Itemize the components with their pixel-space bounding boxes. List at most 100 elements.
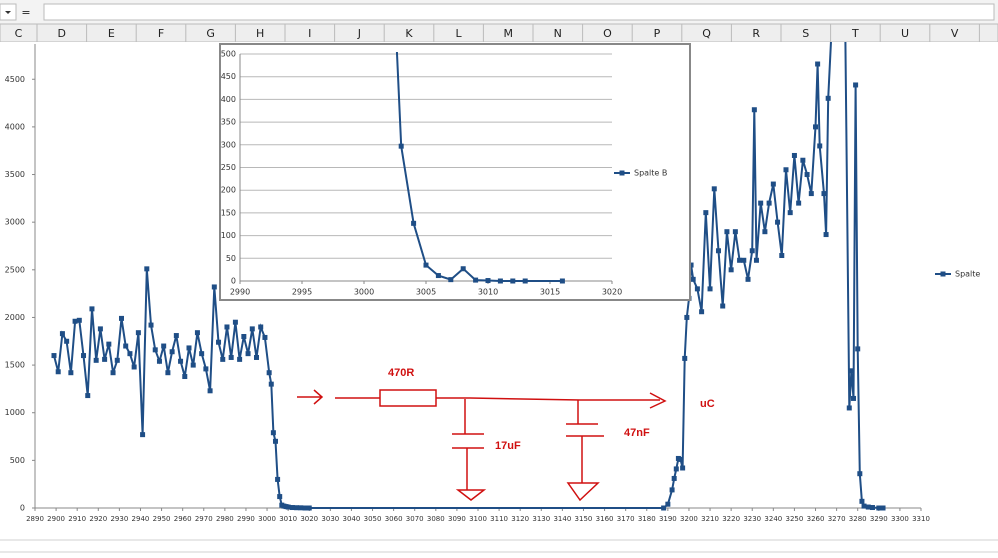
data-point: [59, 331, 65, 337]
y-tick-label: 300: [221, 140, 236, 149]
x-tick-label: 3050: [364, 515, 382, 523]
x-tick-label: 2910: [68, 515, 86, 523]
formula-input[interactable]: [43, 3, 995, 21]
data-point: [859, 498, 865, 504]
x-tick-label: 3300: [891, 515, 909, 523]
data-point: [825, 95, 831, 101]
x-tick-label: 3280: [849, 515, 867, 523]
circuit-sketch: 470R 17uF 47nF uC: [297, 367, 715, 502]
column-header: Q: [702, 27, 711, 40]
x-tick-label: 3140: [553, 515, 571, 523]
data-point: [846, 405, 852, 411]
data-point: [796, 200, 802, 206]
data-point: [707, 286, 713, 292]
data-point: [258, 324, 264, 330]
column-headers: C D E F G H I J K L M N O P Q R S T U V: [15, 24, 980, 42]
legend-marker: [619, 170, 625, 176]
column-header: R: [752, 27, 760, 40]
data-point: [857, 471, 863, 477]
data-point: [821, 191, 827, 197]
y-tick-label: 50: [226, 254, 236, 263]
x-tick-label: 2940: [132, 515, 150, 523]
column-header: L: [456, 27, 463, 40]
data-point: [435, 273, 441, 279]
data-point: [848, 368, 854, 374]
data-point: [102, 356, 108, 362]
data-point: [51, 353, 57, 359]
y-tick-label: 0: [231, 277, 236, 286]
data-point: [178, 358, 184, 364]
data-point: [85, 393, 91, 399]
data-point: [850, 395, 856, 401]
legend-marker: [940, 271, 946, 277]
data-point: [745, 276, 751, 282]
capacitor-47nf: [566, 400, 604, 502]
x-tick-label: 3220: [722, 515, 740, 523]
x-tick-label: 2990: [230, 288, 250, 297]
data-point: [737, 257, 743, 263]
data-point: [661, 505, 667, 511]
data-point: [194, 330, 200, 336]
x-tick-label: 2930: [110, 515, 128, 523]
x-tick-label: 3170: [617, 515, 635, 523]
data-point: [758, 200, 764, 206]
x-tick-label: 3240: [764, 515, 782, 523]
data-point: [127, 351, 133, 357]
data-point: [220, 356, 226, 362]
formula-symbol: =: [21, 6, 30, 19]
data-point: [749, 248, 755, 254]
data-point: [423, 262, 429, 268]
data-point: [880, 505, 886, 511]
column-header: P: [654, 27, 661, 40]
data-point: [72, 318, 78, 324]
data-point: [199, 351, 205, 357]
data-point: [804, 172, 810, 178]
data-point: [216, 339, 222, 345]
data-point: [699, 309, 705, 315]
x-tick-label: 3010: [279, 515, 297, 523]
x-tick-label: 2950: [153, 515, 171, 523]
data-point: [869, 505, 875, 511]
data-point: [64, 338, 70, 344]
data-point: [703, 210, 709, 216]
x-tick-label: 3120: [511, 515, 529, 523]
data-point: [753, 257, 759, 263]
x-tick-label: 2890: [26, 515, 44, 523]
resistor-label: 470R: [388, 367, 414, 379]
data-point: [148, 322, 154, 328]
y-tick-label: 2000: [5, 313, 25, 322]
data-point: [766, 200, 772, 206]
data-point: [497, 278, 503, 284]
data-point: [724, 229, 730, 235]
column-header: U: [901, 27, 909, 40]
data-point: [671, 475, 677, 481]
wire: [335, 392, 667, 409]
y-tick-label: 500: [221, 50, 236, 59]
data-point: [876, 505, 882, 511]
data-point: [249, 326, 255, 332]
capacitor-label: 17uF: [495, 440, 521, 452]
legend-label: Spalte B: [634, 169, 667, 178]
inset-chart-frame[interactable]: [219, 43, 691, 301]
data-point: [813, 124, 819, 130]
y-tick-label: 100: [221, 231, 236, 240]
data-point: [211, 284, 217, 290]
x-tick-label: 3150: [575, 515, 593, 523]
data-point: [559, 278, 565, 284]
data-point: [144, 266, 150, 272]
x-tick-label: 3000: [258, 515, 276, 523]
data-point: [266, 370, 272, 376]
y-tick-label: 4500: [5, 75, 25, 84]
y-tick-label: 350: [221, 118, 236, 127]
data-point: [522, 278, 528, 284]
column-header-row: [0, 23, 998, 43]
x-tick-label: 3060: [385, 515, 403, 523]
column-header: F: [158, 27, 164, 40]
x-tick-label: 3190: [659, 515, 677, 523]
data-point: [855, 346, 861, 352]
column-header: I: [308, 27, 311, 40]
data-point: [775, 219, 781, 225]
x-tick-label: 2980: [216, 515, 234, 523]
data-point: [169, 349, 175, 355]
